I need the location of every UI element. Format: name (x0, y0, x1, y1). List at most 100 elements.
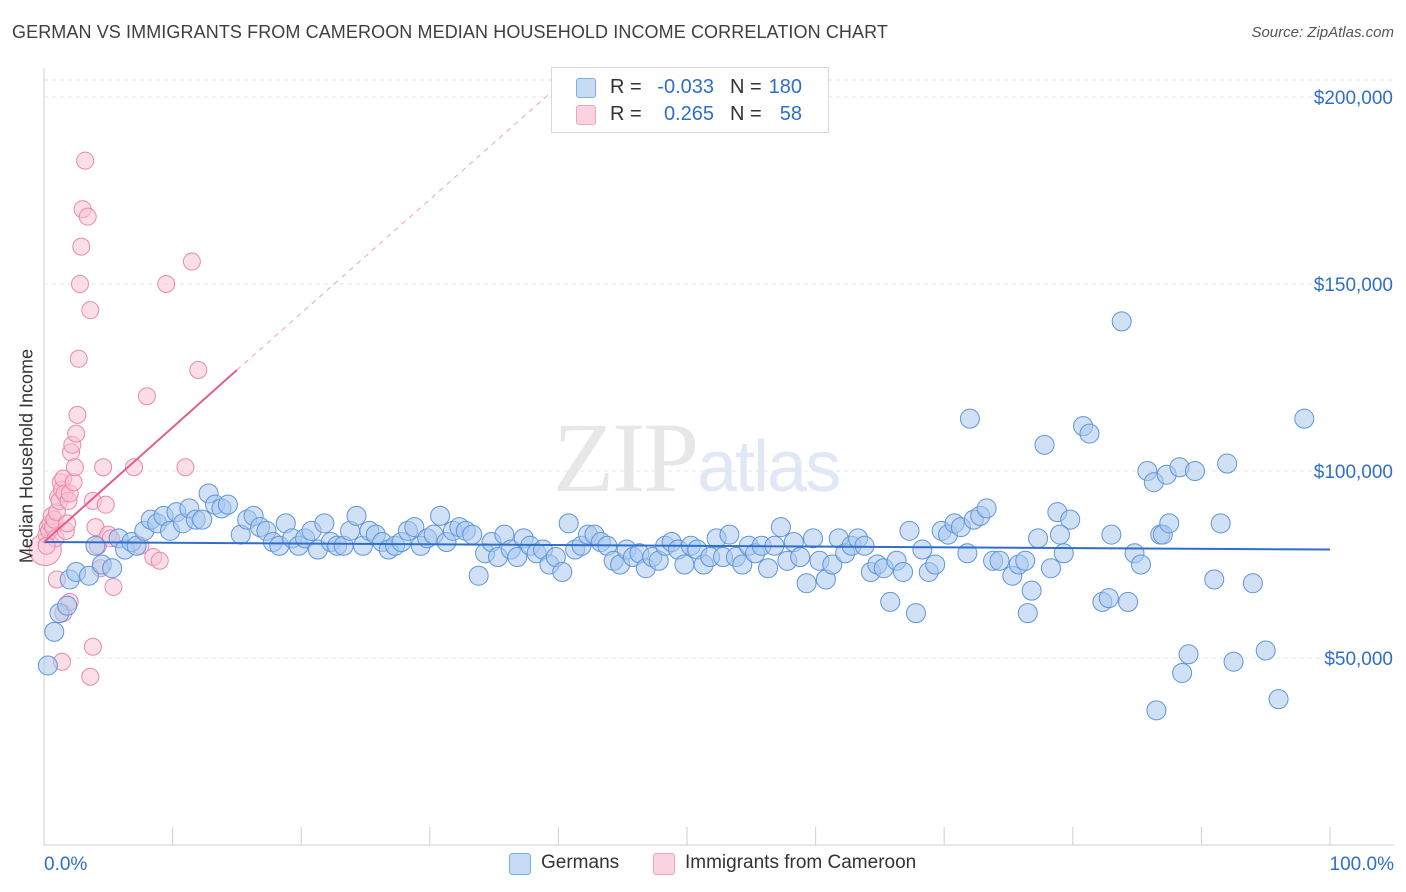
germans-point (57, 595, 78, 616)
watermark-zip: ZIP (553, 402, 699, 513)
germans-point (957, 543, 978, 564)
germans-point (719, 524, 740, 545)
germans-point (1159, 513, 1180, 534)
germans-point (37, 655, 58, 676)
germans-point (430, 505, 451, 526)
germans-point (1217, 453, 1238, 474)
cameroon-point (125, 458, 144, 477)
germans-point (1053, 543, 1074, 564)
germans-points (37, 311, 1315, 721)
cameroon-point (81, 667, 100, 686)
y-tick-label: $50,000 (1324, 649, 1393, 670)
cameroon-point (83, 637, 102, 656)
germans-point (1223, 651, 1244, 672)
germans-point (507, 547, 528, 568)
cameroon-point (94, 458, 113, 477)
germans-point (1079, 423, 1100, 444)
cameroon-point (157, 275, 176, 293)
cameroon-point (189, 361, 208, 380)
cameroon-point (58, 514, 77, 533)
cameroon-point (68, 405, 87, 424)
germans-point (1146, 700, 1167, 721)
germans-point (192, 509, 213, 530)
germans-point (1060, 509, 1081, 530)
legend-row-cameroon: R = 0.265 N = 58 (552, 101, 828, 127)
legend-r-label: R = (610, 76, 642, 98)
cameroon-point (96, 495, 115, 514)
legend-r-value: -0.033 (657, 76, 714, 98)
germans-point (1204, 569, 1225, 590)
germans-point (1015, 550, 1036, 571)
germans-point (1021, 580, 1042, 601)
germans-point (468, 565, 489, 586)
cameroon-point (78, 207, 97, 226)
germans-point (102, 558, 123, 579)
germans-point (462, 524, 483, 545)
germans-point (796, 573, 817, 594)
germans-point (758, 558, 779, 579)
axes (43, 68, 1394, 846)
y-tick-label: $150,000 (1314, 275, 1393, 296)
watermark: ZIPatlas (553, 400, 841, 515)
legend-r-label: R = (610, 103, 642, 125)
germans-point (770, 517, 791, 538)
germans-trend-line (43, 541, 1331, 551)
germans-point (1268, 689, 1289, 710)
germans-point (1040, 558, 1061, 579)
germans-point (1118, 591, 1139, 612)
y-axis-label: Median Household Income (16, 348, 37, 564)
legend-n-label: N = (730, 103, 762, 125)
legend-row-germans: R = -0.033 N = 180 (552, 74, 828, 100)
germans-point (1184, 461, 1205, 481)
cameroon-point (71, 275, 90, 293)
y-tick-label: $100,000 (1314, 462, 1393, 483)
cameroon-point (65, 458, 84, 477)
legend-n-value: 58 (779, 103, 802, 125)
cameroon-point (176, 458, 195, 477)
series-swatch-germans (509, 853, 531, 875)
tick-labels: $50,000 $100,000 $150,000 $200,000 0.0% 100.0… (44, 88, 1394, 875)
germans-point (314, 513, 335, 534)
cameroon-trend-line (43, 369, 238, 543)
cameroon-point (67, 424, 86, 443)
germans-point (1034, 434, 1055, 455)
legend-swatch-cameroon (576, 105, 596, 125)
germans-point (803, 528, 824, 549)
source-label: Source: ZipAtlas.com (1251, 24, 1394, 41)
germans-point (976, 498, 997, 519)
cameroon-point (72, 237, 91, 256)
germans-point (959, 408, 980, 429)
germans-point (552, 561, 573, 582)
germans-point (822, 554, 843, 575)
germans-point (1130, 554, 1151, 575)
series-legend: Germans Immigrants from Cameroon (0, 852, 1406, 878)
x-tick-label-max: 100.0% (1330, 854, 1395, 875)
germans-point (1255, 640, 1276, 661)
cameroon-point (104, 577, 123, 596)
cameroon-point (81, 301, 100, 320)
germans-point (905, 603, 926, 624)
germans-point (1294, 408, 1315, 429)
germans-point (674, 554, 695, 575)
germans-point (790, 547, 811, 568)
germans-point (893, 561, 914, 582)
legend-n-label: N = (730, 76, 762, 98)
grid-lines (44, 79, 1394, 659)
correlation-legend: R = -0.033 N = 180 R = 0.265 N = 58 (551, 67, 829, 133)
series-swatch-cameroon (653, 853, 675, 875)
germans-point (1111, 311, 1132, 332)
cameroon-trend-extension (236, 85, 559, 371)
germans-point (880, 591, 901, 612)
series-label-cameroon: Immigrants from Cameroon (685, 852, 917, 873)
germans-point (732, 554, 753, 575)
cameroon-point (150, 551, 169, 570)
germans-point (1017, 603, 1038, 624)
germans-point (217, 494, 238, 515)
germans-point (404, 517, 425, 538)
germans-point (44, 621, 65, 642)
legend-n-value: 180 (768, 76, 802, 98)
x-tick-label-min: 0.0% (44, 854, 87, 875)
germans-point (925, 554, 946, 575)
trend-lines (43, 85, 1331, 551)
germans-point (1101, 524, 1122, 545)
